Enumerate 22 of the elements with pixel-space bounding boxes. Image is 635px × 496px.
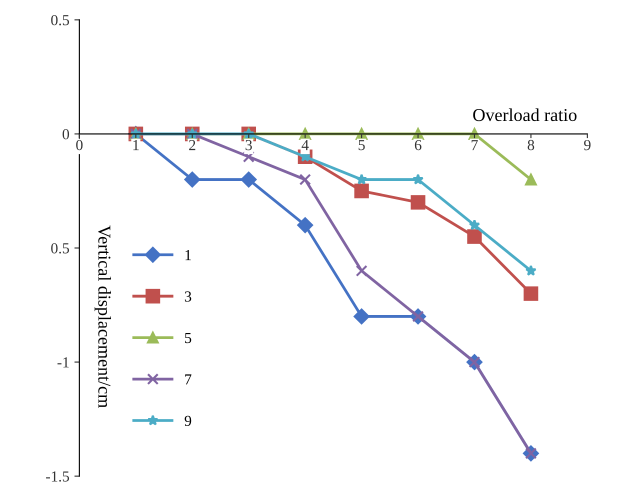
y-tick-label: -1 (57, 357, 69, 368)
x-tick-label: 1 (133, 140, 139, 150)
legend-label: 7 (185, 374, 192, 384)
x-tick-label: 2 (189, 140, 196, 150)
y-tick-label: 0.5 (51, 14, 70, 26)
x-tick-label: 8 (528, 140, 534, 150)
x-axis-title: Overload ratio (473, 108, 577, 122)
y-tick-label: 0 (62, 129, 70, 140)
y-tick-label: -1.5 (46, 471, 70, 482)
x-tick-label: 9 (584, 140, 591, 150)
legend-label: 5 (185, 332, 192, 344)
x-tick-label: 5 (358, 140, 365, 150)
x-tick-label: 0 (76, 140, 83, 150)
legend-label: 1 (186, 250, 191, 260)
y-axis-title: Vertical displacement/cm (94, 225, 111, 408)
x-tick-label: 3 (246, 140, 252, 150)
y-tick-label: 0.5 (51, 243, 70, 254)
x-tick-label: 6 (414, 140, 422, 150)
x-tick-label: 7 (472, 140, 478, 150)
legend-label: 3 (184, 291, 192, 302)
legend-label: 9 (184, 416, 192, 426)
x-tick-label: 4 (302, 140, 309, 150)
